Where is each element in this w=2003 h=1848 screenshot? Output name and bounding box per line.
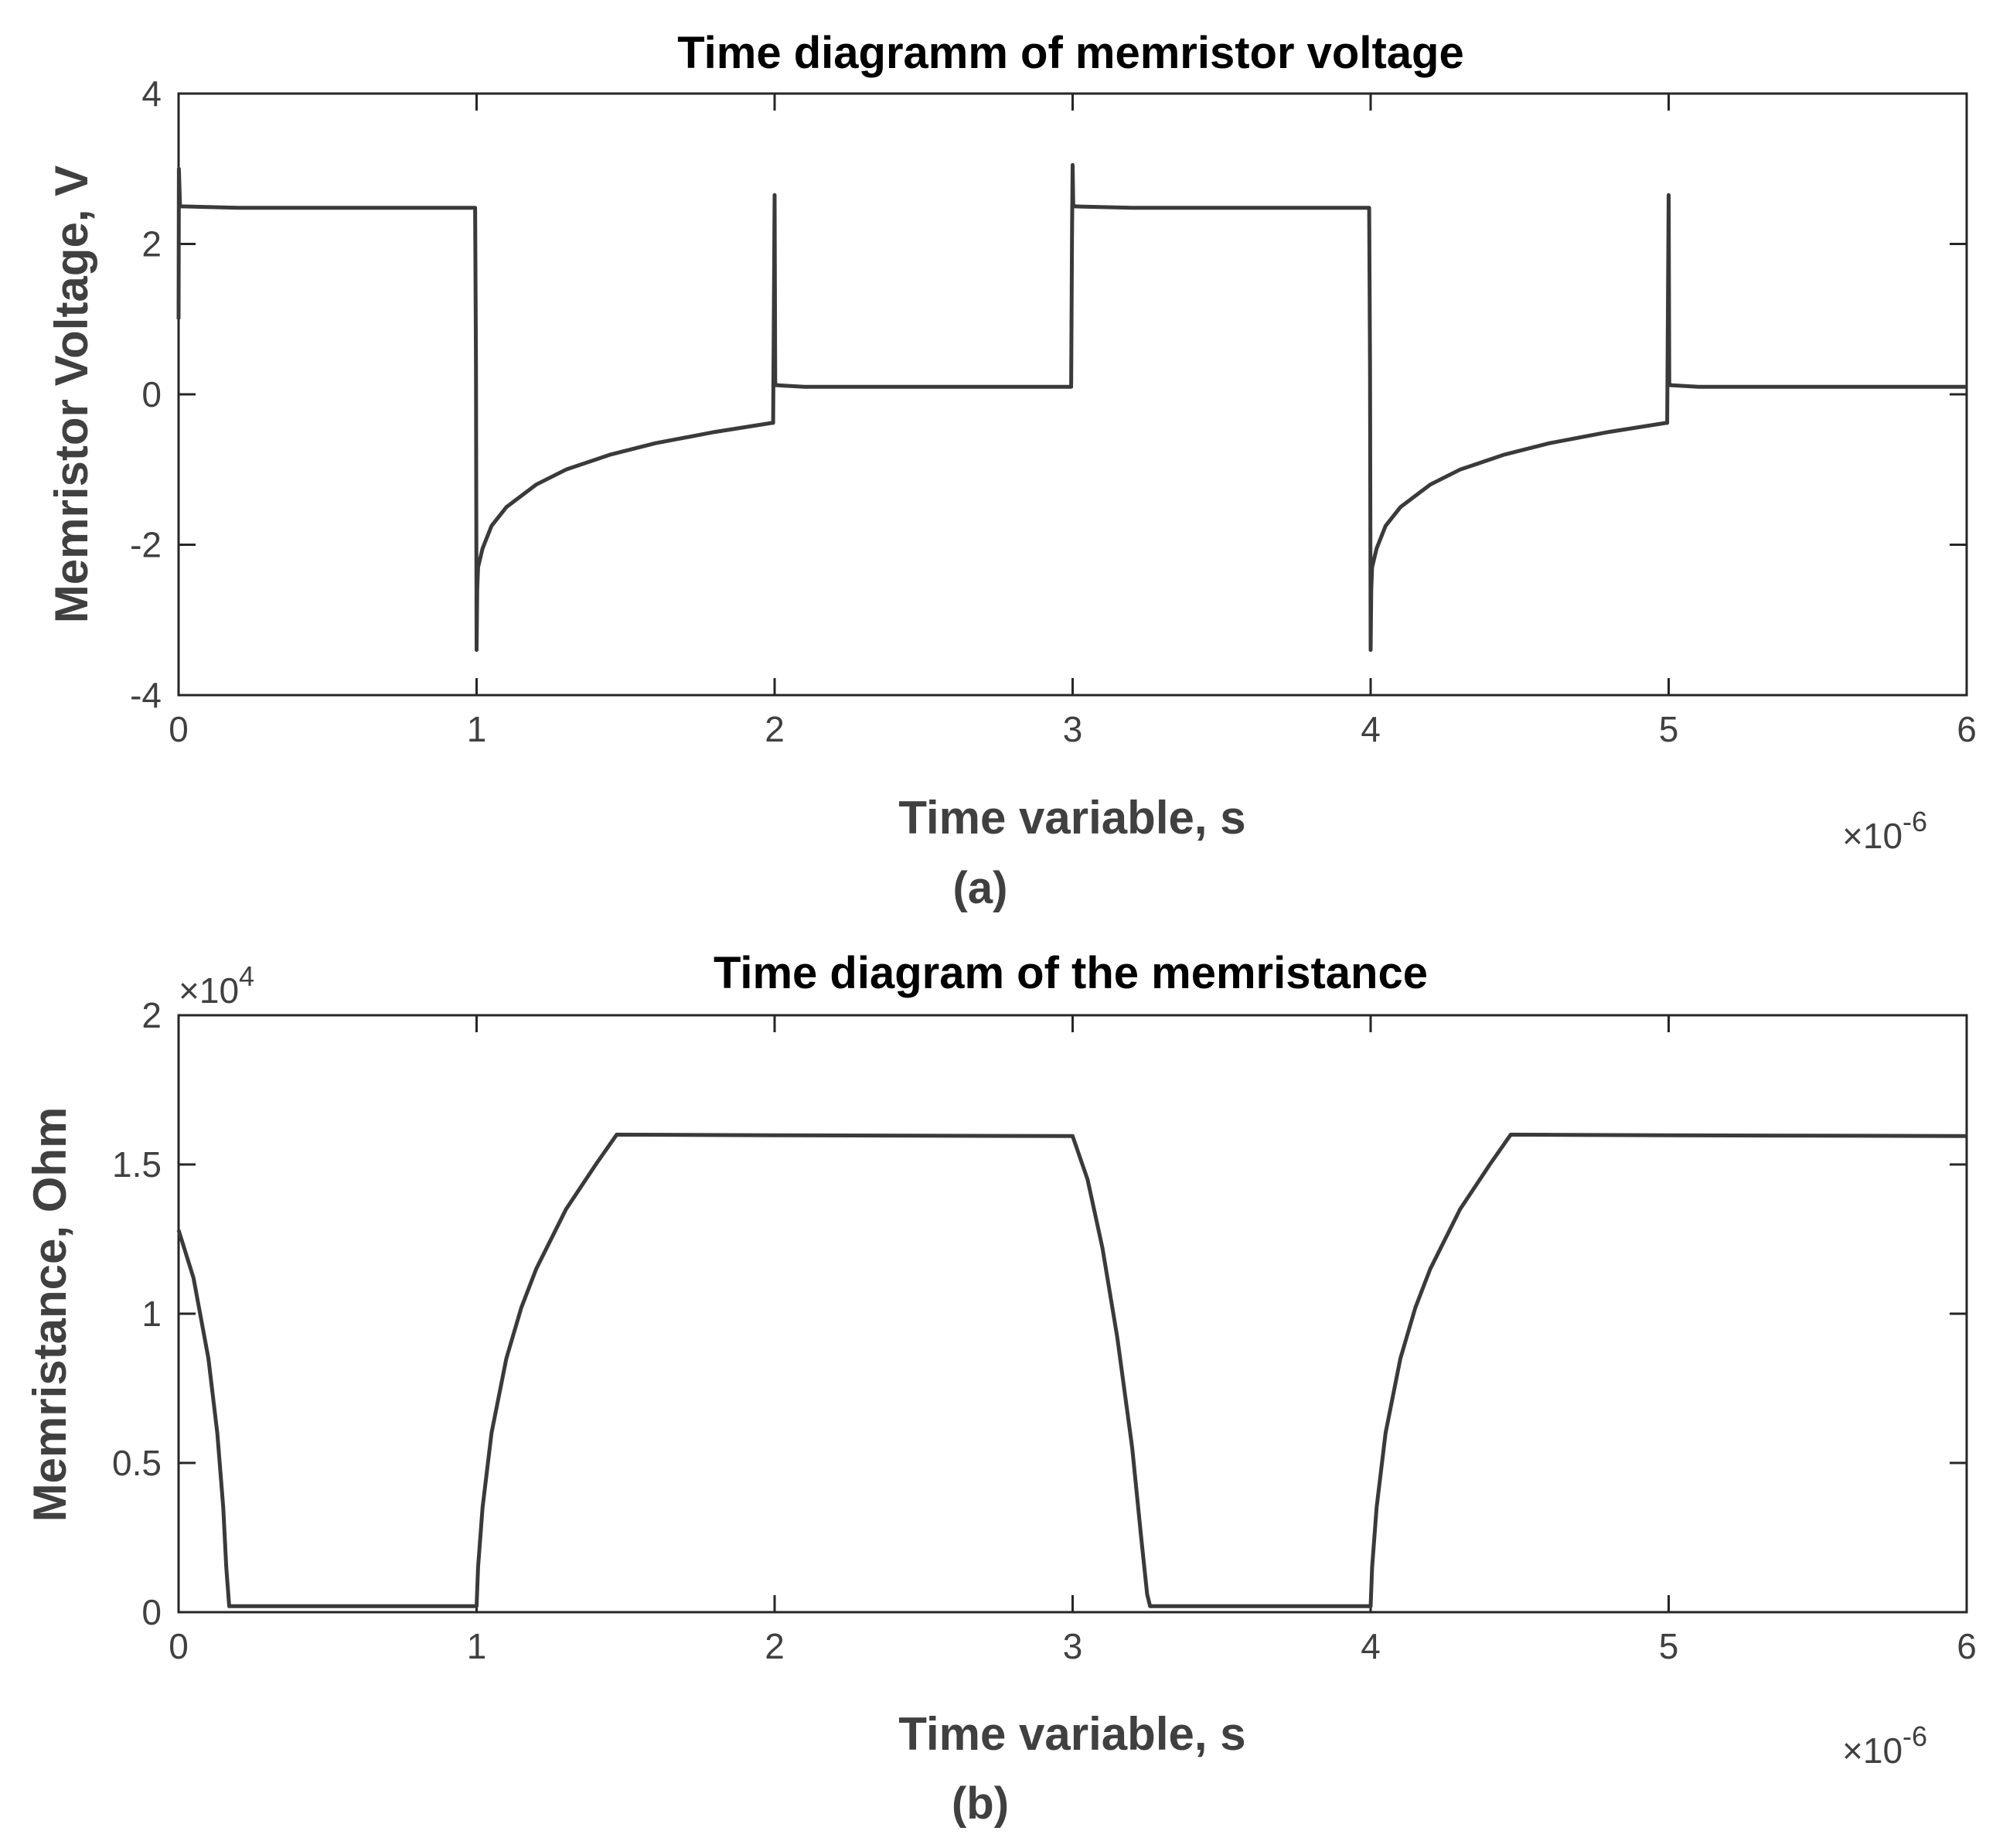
panel-b-x-axis-label: Time variable, s — [898, 1708, 1245, 1760]
y-tick-label: -2 — [130, 525, 162, 565]
y-tick-label: 2 — [141, 995, 162, 1035]
y-tick-label: 1 — [141, 1294, 162, 1334]
y-tick-label: 1.5 — [112, 1144, 162, 1185]
panel-a-voltage-line — [176, 162, 1967, 653]
panel-a-ticks — [177, 92, 1968, 697]
x-tick-label: 4 — [1361, 709, 1381, 749]
x-tick-label: 2 — [765, 709, 785, 749]
x-tick-label: 1 — [467, 709, 487, 749]
panel-b-y-exponent-power: 4 — [239, 960, 254, 992]
y-tick-label: 0.5 — [112, 1443, 162, 1483]
panel-b-y-exponent-base: ×10 — [179, 970, 239, 1011]
panel-a-x-tick-labels: 0 1 2 3 4 5 6 — [169, 709, 1977, 749]
panel-b-caption: (b) — [952, 1778, 1009, 1829]
y-tick-label: 0 — [141, 374, 162, 414]
x-tick-label: 6 — [1957, 1626, 1977, 1666]
panel-a-x-exponent-power: -6 — [1903, 806, 1927, 837]
panel-a-y-tick-labels: -4 -2 0 2 4 — [130, 73, 162, 715]
x-tick-label: 2 — [765, 1626, 785, 1666]
panel-a-y-axis-label: Memristor Voltage, V — [46, 165, 97, 623]
panel-a-caption: (a) — [953, 863, 1008, 913]
y-tick-label: 2 — [141, 224, 162, 264]
y-tick-label: 0 — [141, 1592, 162, 1632]
panel-b-x-exponent-base: ×10 — [1842, 1730, 1903, 1771]
panel-b-x-exponent: ×10-6 — [1842, 1720, 1927, 1771]
panel-a-title: Time diagramm of memristor voltage — [677, 28, 1463, 78]
x-tick-label: 3 — [1063, 709, 1083, 749]
panel-a-memristor-voltage: Time diagramm of memristor voltage 0 1 2 3 4… — [46, 28, 1977, 913]
x-tick-label: 3 — [1063, 1626, 1083, 1666]
panel-b-memristance-line — [176, 1132, 1967, 1608]
y-tick-label: 4 — [141, 73, 162, 114]
x-tick-label: 1 — [467, 1626, 487, 1666]
panel-b-y-axis-label: Memristance, Ohm — [24, 1107, 76, 1522]
x-tick-label: 6 — [1957, 709, 1977, 749]
x-tick-label: 4 — [1361, 1626, 1381, 1666]
panel-b-title: Time diagram of the memristance — [714, 948, 1428, 998]
panel-b-y-exponent: ×104 — [179, 960, 254, 1011]
y-tick-label: -4 — [130, 675, 162, 715]
panel-a-x-axis-label: Time variable, s — [898, 792, 1245, 844]
panel-a-x-exponent-base: ×10 — [1842, 816, 1903, 856]
x-tick-label: 5 — [1659, 709, 1679, 749]
panel-b-x-exponent-power: -6 — [1903, 1720, 1927, 1752]
x-tick-label: 5 — [1659, 1626, 1679, 1666]
x-tick-label: 0 — [169, 1626, 189, 1666]
panel-b-y-tick-labels: 0 0.5 1 1.5 2 — [112, 995, 162, 1632]
x-tick-label: 0 — [169, 709, 189, 749]
panel-a-x-exponent: ×10-6 — [1842, 806, 1927, 856]
panel-b-x-tick-labels: 0 1 2 3 4 5 6 — [169, 1626, 1977, 1666]
